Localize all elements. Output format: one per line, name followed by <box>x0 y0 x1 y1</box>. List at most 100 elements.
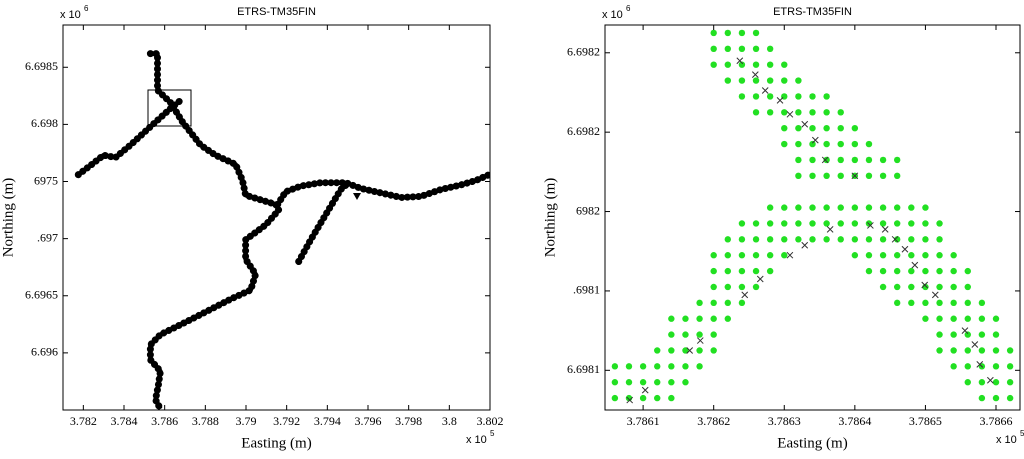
cross-point <box>741 291 749 299</box>
scatter-point <box>879 236 887 243</box>
scatter-point <box>922 315 929 322</box>
scatter-point <box>752 236 760 243</box>
scatter-point <box>865 140 873 148</box>
cross-point <box>891 235 899 243</box>
scatter-point <box>865 236 873 243</box>
plot-area <box>611 29 1014 404</box>
scatter-point <box>908 283 915 291</box>
scatter-point <box>668 363 675 370</box>
axes-frame <box>62 24 491 411</box>
scatter-point <box>950 267 957 275</box>
scatter-point <box>766 61 774 68</box>
scatter-point <box>766 109 774 116</box>
x-tick-label: 3.792 <box>273 414 300 428</box>
scatter-point <box>950 252 957 259</box>
cross-point <box>786 251 794 259</box>
scatter-point <box>936 331 943 338</box>
scatter-point <box>696 299 703 307</box>
y-tick-label: 6.6981 <box>567 362 600 376</box>
scatter-point <box>837 156 844 164</box>
scatter-point <box>809 124 816 132</box>
scatter-point <box>668 315 675 322</box>
scatter-point <box>682 379 689 386</box>
scatter-point <box>908 220 915 227</box>
scatter-point <box>851 204 859 211</box>
scatter-point <box>922 267 929 275</box>
x-tick-label: 3.788 <box>192 414 219 428</box>
scatter-point <box>950 283 957 291</box>
scatter-point <box>738 61 746 68</box>
cross-point <box>626 396 634 404</box>
x-tick-label: 3.786 <box>151 414 178 428</box>
scatter-point <box>752 109 760 116</box>
cross-point <box>801 120 809 128</box>
y-exponent: 6 <box>626 4 631 13</box>
cross-point <box>686 347 694 354</box>
scatter-point <box>879 283 887 291</box>
scatter-point <box>936 299 943 307</box>
scatter-point <box>936 315 943 322</box>
scatter-point <box>738 77 746 84</box>
scatter-point <box>781 140 788 148</box>
scatter-point <box>851 156 859 164</box>
scatter-point <box>654 363 661 370</box>
cross-point <box>931 291 939 299</box>
scatter-point <box>893 299 901 307</box>
scatter-point <box>922 252 929 259</box>
scatter-point <box>908 267 915 275</box>
scatter-point <box>724 252 732 259</box>
x-multiplier: x 10 <box>466 434 487 446</box>
scatter-point <box>781 124 788 132</box>
scatter-point <box>992 363 1000 370</box>
scatter-point <box>893 283 901 291</box>
cross-point <box>826 226 834 233</box>
scatter-point <box>851 252 859 259</box>
scatter-point <box>611 394 619 402</box>
scatter-point <box>964 347 971 354</box>
x-axis-label: Easting (m) <box>241 435 311 451</box>
scatter-point <box>978 394 986 402</box>
scatter-point <box>950 331 957 338</box>
y-tick-label: 6.6985 <box>25 59 58 73</box>
track-line-core <box>76 98 182 177</box>
scatter-point <box>738 252 746 259</box>
scatter-point <box>724 29 732 37</box>
scatter-point <box>696 347 703 354</box>
scatter-point <box>752 29 760 37</box>
scatter-point <box>936 236 943 243</box>
scatter-point <box>1006 394 1014 402</box>
scatter-point <box>809 172 816 180</box>
scatter-point <box>978 331 986 338</box>
cross-point <box>901 245 909 253</box>
scatter-point <box>781 204 788 211</box>
scatter-point <box>823 156 830 164</box>
scatter-point <box>795 109 802 116</box>
x-multiplier: x 10 <box>996 434 1017 446</box>
scatter-point <box>710 299 717 307</box>
scatter-point <box>724 267 732 275</box>
scatter-point <box>879 220 887 227</box>
scatter-point <box>823 93 830 100</box>
scatter-point <box>781 61 788 68</box>
scatter-point <box>950 315 957 322</box>
scatter-point <box>879 267 887 275</box>
scatter-point <box>795 172 802 180</box>
y-axis-label: Northing (m) <box>542 178 558 258</box>
scatter-point <box>936 267 943 275</box>
scatter-point <box>766 204 774 211</box>
scatter-point <box>724 236 732 243</box>
scatter-point <box>823 220 830 227</box>
scatter-point <box>668 331 675 338</box>
cross-point <box>776 97 784 104</box>
scatter-point <box>893 172 901 180</box>
scatter-point <box>992 315 1000 322</box>
y-tick-label: 6.6982 <box>567 124 600 138</box>
scatter-point <box>922 220 929 227</box>
scatter-point <box>936 252 943 259</box>
scatter-point <box>950 347 957 354</box>
scatter-point <box>766 252 774 259</box>
scatter-point <box>865 252 873 259</box>
cross-point <box>987 376 994 384</box>
